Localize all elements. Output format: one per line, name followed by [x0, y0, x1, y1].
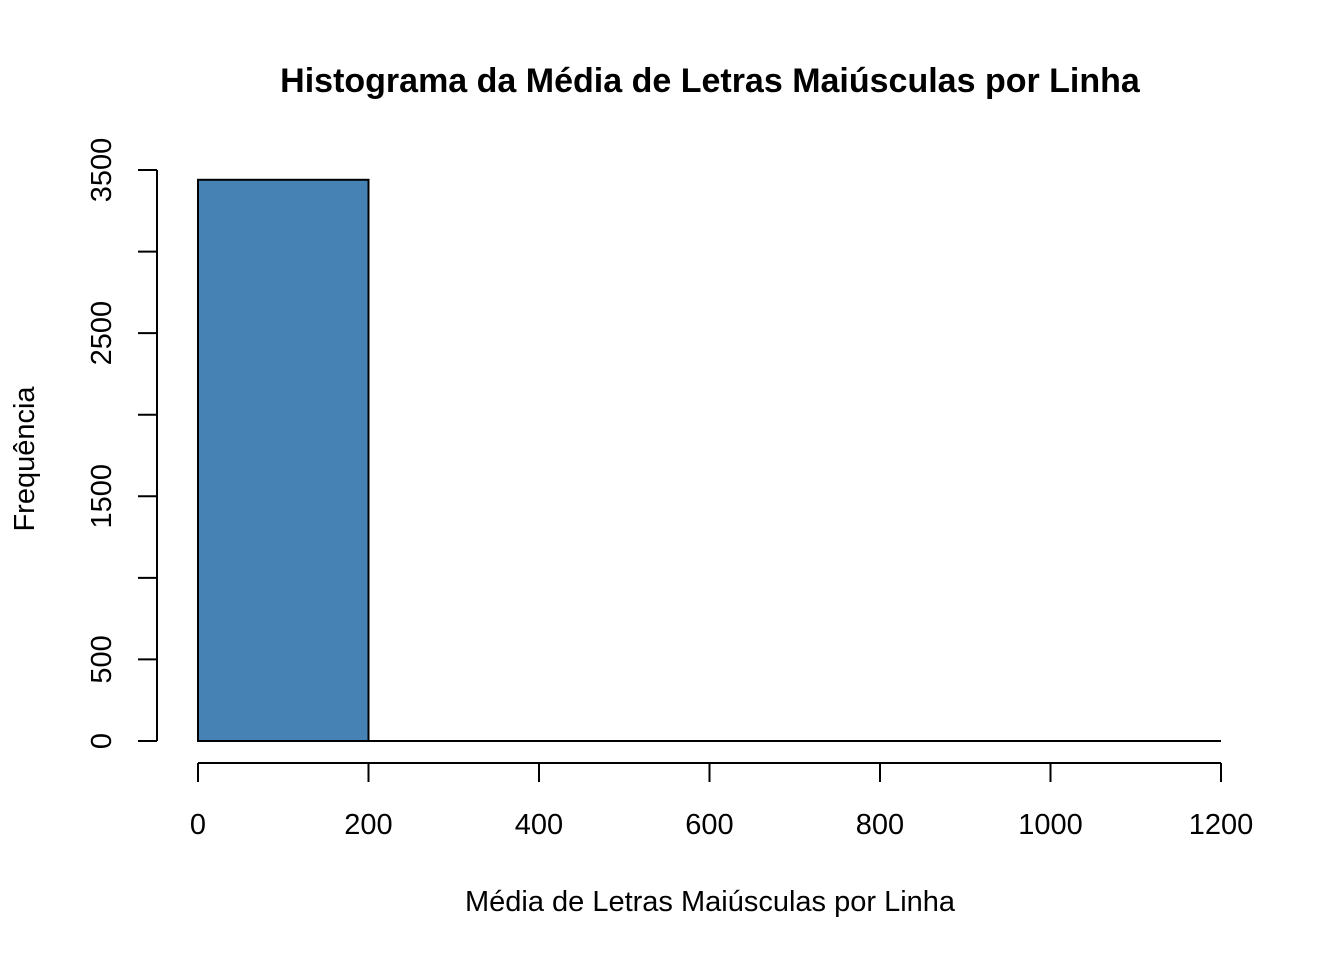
y-tick-label-3: 1500 [86, 464, 118, 529]
x-tick-label-6: 1200 [1189, 809, 1254, 841]
y-tick-label-7: 3500 [86, 138, 118, 203]
x-axis: 0 200 400 600 800 1000 1200 [190, 762, 1254, 841]
x-tick-label-3: 600 [685, 809, 733, 841]
y-tick-label-0: 0 [86, 733, 118, 749]
x-tick-label-0: 0 [190, 809, 206, 841]
x-tick-label-2: 400 [515, 809, 563, 841]
histogram-bar-0 [197, 178, 370, 742]
y-axis: 0 500 1500 2500 3500 [86, 138, 158, 749]
x-tick-label-4: 800 [856, 809, 904, 841]
x-tick-label-5: 1000 [1018, 809, 1083, 841]
chart-title: Histograma da Média de Letras Maiúsculas… [280, 62, 1141, 100]
y-tick-label-5: 2500 [86, 301, 118, 366]
x-axis-label: Média de Letras Maiúsculas por Linha [465, 886, 956, 918]
y-axis-label: Frequência [9, 386, 41, 532]
y-tick-label-1: 500 [86, 635, 118, 683]
bars-layer [197, 178, 1221, 742]
x-tick-label-1: 200 [344, 809, 392, 841]
